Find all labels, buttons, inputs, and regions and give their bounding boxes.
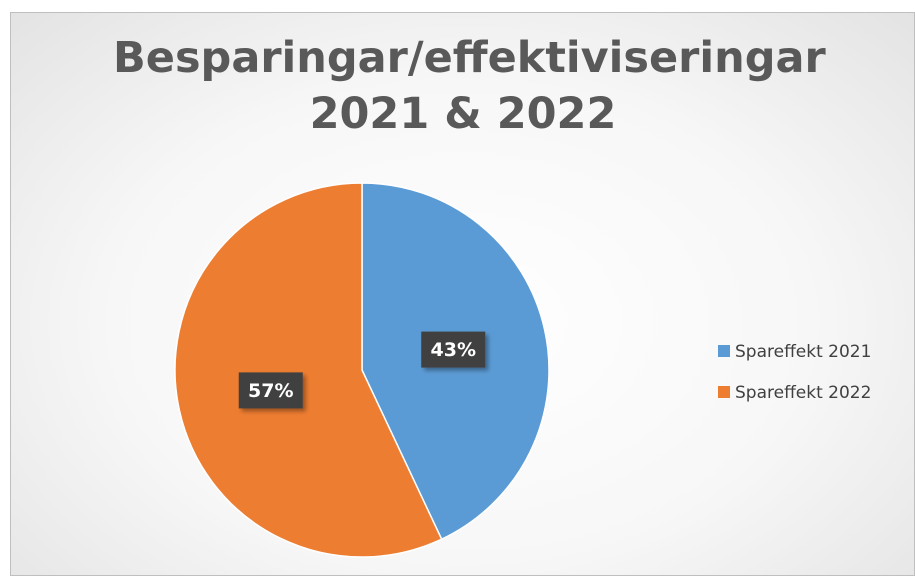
data-label: 57% <box>248 380 293 402</box>
pie-slice <box>174 182 443 558</box>
legend-label: Spareffekt 2021 <box>735 342 871 362</box>
legend-label: Spareffekt 2022 <box>735 383 871 403</box>
legend-swatch <box>718 386 730 398</box>
legend-swatch <box>718 345 730 357</box>
chart-title: Besparingar/effektiviseringar 2021 & 202… <box>113 33 826 139</box>
data-label: 43% <box>431 339 476 361</box>
data-label-box <box>238 372 303 409</box>
data-label-box <box>421 331 486 368</box>
